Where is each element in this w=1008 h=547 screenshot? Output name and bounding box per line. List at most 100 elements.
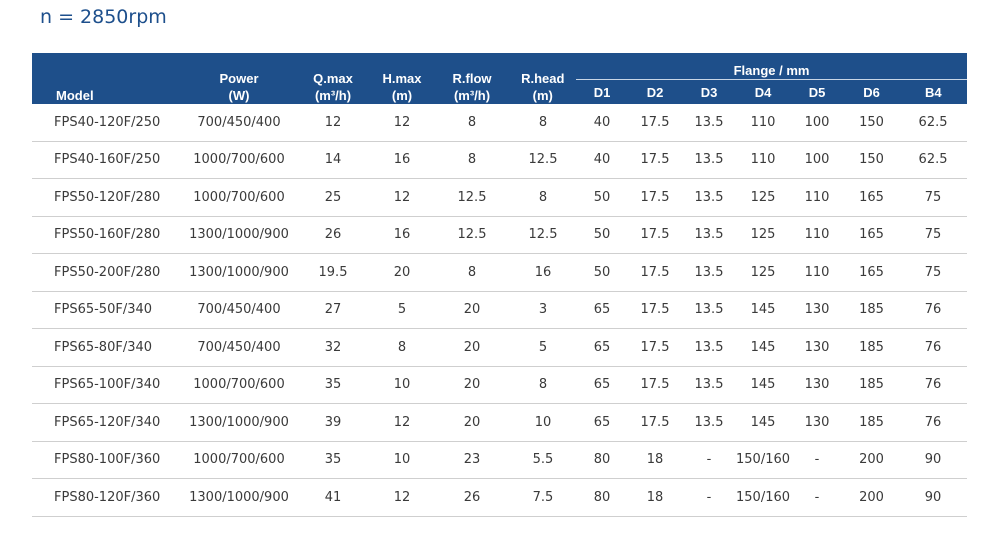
cell-d1: 50 <box>576 253 628 292</box>
cell-rhead: 16 <box>510 253 576 292</box>
cell-power: 1300/1000/900 <box>182 403 296 442</box>
table-row: FPS80-100F/360 1000/700/600 35 10 23 5.5 80 18-… <box>32 441 968 479</box>
cell-power: 1000/700/600 <box>182 178 296 217</box>
header-d6: D6 <box>843 79 899 104</box>
cell-d3: 13.5 <box>682 291 736 329</box>
cell-rflow: 20 <box>434 366 510 404</box>
cell-d1: 50 <box>576 178 628 217</box>
cell-d2: 18 <box>628 478 682 517</box>
header-b4: B4 <box>898 79 968 104</box>
cell-d3: 13.5 <box>682 104 736 142</box>
cell-d2: 17.5 <box>628 366 682 404</box>
cell-hmax: 16 <box>370 141 434 179</box>
table-body: FPS40-120F/250 700/450/400 12 12 8 8 40 17.5 13.… <box>32 104 968 517</box>
cell-d4: 125 <box>736 216 790 254</box>
cell-d1: 80 <box>576 441 628 479</box>
cell-d6: 165 <box>844 216 899 254</box>
cell-hmax: 10 <box>370 441 434 479</box>
table-row: FPS50-120F/280 1000/700/600 25 12 12.5 8 50 17.… <box>32 178 968 217</box>
cell-d4: 110 <box>736 104 790 142</box>
cell-rflow: 20 <box>434 328 510 367</box>
cell-hmax: 20 <box>370 253 434 292</box>
cell-d5: 110 <box>790 253 844 292</box>
cell-d5: 130 <box>790 366 844 404</box>
header-flange: Flange / mm <box>576 53 968 80</box>
cell-model: FPS50-120F/280 <box>32 178 182 217</box>
cell-d3: 13.5 <box>682 328 736 367</box>
cell-d3: 13.5 <box>682 366 736 404</box>
cell-d6: 150 <box>844 104 899 142</box>
cell-hmax: 12 <box>370 178 434 217</box>
cell-rflow: 20 <box>434 291 510 329</box>
cell-hmax: 8 <box>370 328 434 367</box>
cell-rhead: 7.5 <box>510 478 576 517</box>
cell-d2: 17.5 <box>628 291 682 329</box>
cell-d5: - <box>790 441 844 479</box>
table-header: Model Power (W) Q.max (m³/h) H.max (m) R… <box>32 53 968 104</box>
cell-d6: 150 <box>844 141 899 179</box>
header-rhead-label: R.head <box>521 71 565 86</box>
header-d4: D4 <box>735 79 790 104</box>
cell-d5: 110 <box>790 178 844 217</box>
cell-rhead: 8 <box>510 366 576 404</box>
cell-b4: 62.5 <box>899 141 968 179</box>
cell-b4: 62.5 <box>899 104 968 142</box>
cell-d5: 130 <box>790 291 844 329</box>
header-qmax: Q.max (m³/h) <box>296 53 370 104</box>
cell-d1: 65 <box>576 366 628 404</box>
cell-rflow: 8 <box>434 253 510 292</box>
cell-rflow: 26 <box>434 478 510 517</box>
cell-b4: 76 <box>899 403 968 442</box>
table-row: FPS65-100F/340 1000/700/600 35 10 20 8 65 17.5 1… <box>32 366 968 404</box>
cell-rhead: 12.5 <box>510 216 576 254</box>
cell-rhead: 5.5 <box>510 441 576 479</box>
cell-d6: 185 <box>844 328 899 367</box>
table-row: FPS40-120F/250 700/450/400 12 12 8 8 40 17.5 13.… <box>32 104 968 142</box>
cell-d1: 40 <box>576 104 628 142</box>
cell-b4: 90 <box>899 441 968 479</box>
cell-model: FPS80-120F/360 <box>32 478 182 517</box>
cell-power: 1000/700/600 <box>182 141 296 179</box>
cell-rhead: 10 <box>510 403 576 442</box>
cell-d5: 100 <box>790 104 844 142</box>
cell-d4: 125 <box>736 253 790 292</box>
cell-d6: 200 <box>844 478 899 517</box>
header-d1: D1 <box>575 79 628 104</box>
cell-model: FPS50-200F/280 <box>32 253 182 292</box>
cell-d2: 17.5 <box>628 253 682 292</box>
header-rhead: R.head (m) <box>510 53 576 104</box>
cell-d6: 185 <box>844 291 899 329</box>
header-rflow-unit: (m³/h) <box>453 88 491 103</box>
cell-d4: 150/160 <box>736 478 790 517</box>
cell-rflow: 8 <box>434 141 510 179</box>
cell-d4: 145 <box>736 366 790 404</box>
cell-model: FPS65-50F/340 <box>32 291 182 329</box>
cell-b4: 76 <box>899 366 968 404</box>
flange-sub-header-row: D1 D2 D3 D4 D5 D6 B4 <box>32 79 968 104</box>
cell-rhead: 3 <box>510 291 576 329</box>
header-power-label: Power <box>219 71 259 86</box>
cell-b4: 75 <box>899 253 968 292</box>
header-hmax-unit: (m) <box>391 88 413 103</box>
cell-rhead: 5 <box>510 328 576 367</box>
cell-d4: 150/160 <box>736 441 790 479</box>
table-row: FPS65-80F/340 700/450/400 32 8 20 5 65 17.5 13.5… <box>32 328 968 367</box>
cell-d5: 130 <box>790 403 844 442</box>
cell-d2: 18 <box>628 441 682 479</box>
pump-spec-table: Model Power (W) Q.max (m³/h) H.max (m) R… <box>32 53 968 517</box>
header-qmax-label: Q.max <box>313 71 353 86</box>
cell-d5: - <box>790 478 844 517</box>
cell-d1: 65 <box>576 291 628 329</box>
cell-qmax: 12 <box>296 104 370 142</box>
cell-b4: 75 <box>899 178 968 217</box>
cell-hmax: 12 <box>370 478 434 517</box>
header-qmax-unit: (m³/h) <box>314 88 352 103</box>
cell-model: FPS65-120F/340 <box>32 403 182 442</box>
speed-caption: n = 2850rpm <box>40 6 167 28</box>
cell-model: FPS65-80F/340 <box>32 328 182 367</box>
cell-d1: 65 <box>576 403 628 442</box>
cell-d3: 13.5 <box>682 216 736 254</box>
cell-d2: 17.5 <box>628 403 682 442</box>
header-model: Model <box>32 53 182 104</box>
cell-model: FPS50-160F/280 <box>32 216 182 254</box>
